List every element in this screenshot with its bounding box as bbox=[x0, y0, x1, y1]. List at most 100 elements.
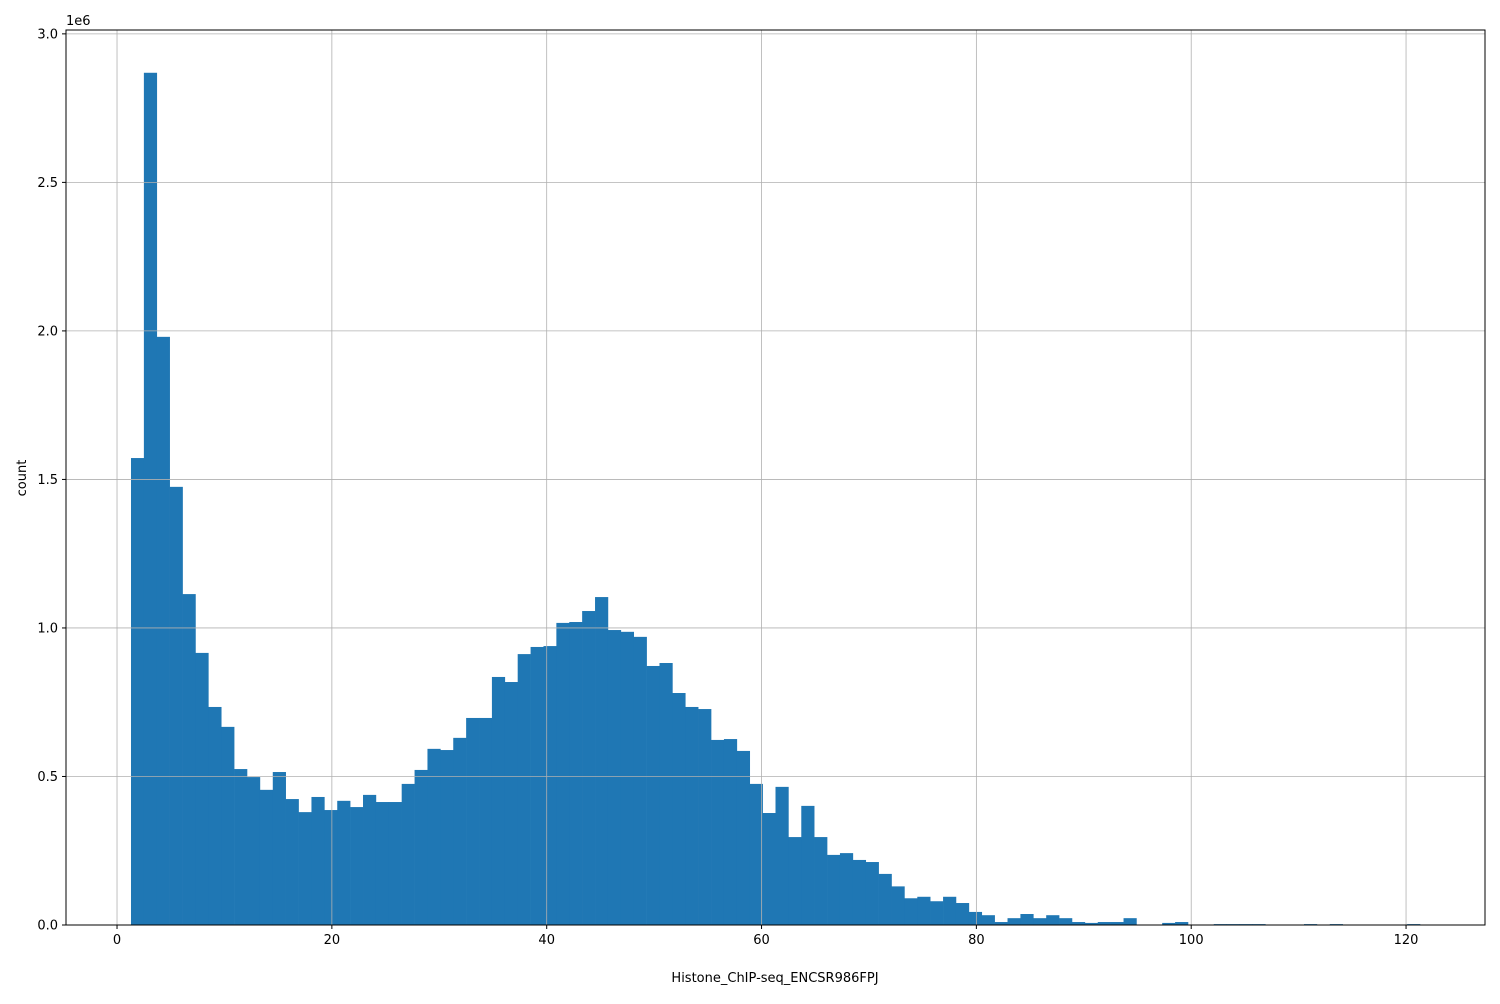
histogram-bar bbox=[672, 693, 686, 925]
histogram-bar bbox=[298, 812, 312, 925]
histogram-bar bbox=[788, 837, 802, 925]
histogram-bar bbox=[453, 737, 467, 925]
histogram-bar bbox=[337, 800, 351, 925]
histogram-bar bbox=[1162, 922, 1176, 925]
histogram-bar bbox=[479, 717, 493, 925]
histogram-bar bbox=[1059, 918, 1073, 925]
x-tick-label: 40 bbox=[538, 933, 555, 948]
histogram-bar bbox=[1046, 915, 1060, 925]
histogram-bar bbox=[1071, 922, 1086, 925]
histogram-bar bbox=[827, 854, 841, 925]
histogram-bar bbox=[917, 896, 931, 925]
histogram-bar bbox=[955, 903, 970, 925]
y-tick-label: 3.0 bbox=[37, 27, 58, 42]
histogram-bar bbox=[169, 486, 183, 925]
histogram-bar bbox=[595, 597, 609, 925]
y-tick-label: 1.5 bbox=[37, 473, 58, 488]
histogram-bar bbox=[350, 807, 364, 925]
histogram-bar bbox=[195, 652, 209, 925]
histogram-bar bbox=[388, 802, 402, 925]
histogram-bar bbox=[775, 786, 789, 925]
histogram-bar bbox=[865, 862, 879, 925]
histogram-bar bbox=[1007, 918, 1021, 925]
histogram-bar bbox=[1175, 922, 1189, 925]
y-offset-label: 1e6 bbox=[66, 14, 91, 29]
x-tick-label: 100 bbox=[1179, 933, 1204, 948]
y-axis-label: count bbox=[15, 460, 30, 497]
histogram-bar bbox=[440, 750, 454, 925]
histogram-bar bbox=[891, 886, 905, 925]
histogram-bar bbox=[1020, 914, 1034, 925]
histogram-bar bbox=[723, 739, 738, 925]
histogram-bar bbox=[814, 837, 828, 925]
histogram-bar bbox=[801, 805, 815, 925]
histogram-bar bbox=[968, 911, 983, 925]
histogram-bar bbox=[1033, 918, 1047, 925]
x-axis-label: Histone_ChIP-seq_ENCSR986FPJ bbox=[671, 971, 878, 986]
histogram-bar bbox=[466, 717, 480, 925]
histogram-bar bbox=[221, 726, 235, 925]
x-tick-label: 60 bbox=[753, 933, 770, 948]
histogram-bar bbox=[1123, 918, 1137, 925]
histogram-bar bbox=[1084, 922, 1099, 925]
histogram-bar bbox=[659, 663, 673, 925]
y-tick-label: 2.5 bbox=[37, 176, 58, 191]
histogram-bar bbox=[401, 783, 415, 925]
histogram-bar bbox=[363, 794, 377, 925]
histogram-bar bbox=[981, 915, 995, 925]
histogram-bar bbox=[182, 594, 196, 925]
histogram-bar bbox=[272, 772, 286, 925]
histogram-bar bbox=[375, 802, 390, 925]
x-tick-label: 120 bbox=[1394, 933, 1419, 948]
histogram-bar bbox=[878, 873, 892, 925]
histogram-bar bbox=[582, 611, 596, 925]
histogram-bar bbox=[646, 665, 660, 925]
histogram-bar bbox=[620, 631, 635, 925]
histogram-bar bbox=[569, 622, 583, 925]
x-axis-ticks: 0 20 40 60 80 100 120 bbox=[113, 925, 1419, 948]
histogram-bar bbox=[285, 799, 299, 925]
histogram-bar bbox=[749, 783, 763, 925]
y-axis-ticks: 0.0 0.5 1.0 1.5 2.0 2.5 3.0 bbox=[37, 27, 66, 934]
x-tick-label: 0 bbox=[113, 933, 121, 948]
x-tick-label: 20 bbox=[324, 933, 341, 948]
histogram-bar bbox=[762, 813, 776, 925]
histogram-bar bbox=[234, 769, 248, 925]
histogram-bar bbox=[208, 706, 222, 925]
histogram-bar bbox=[517, 654, 531, 925]
histogram-bar bbox=[143, 72, 158, 925]
histogram-bar bbox=[994, 922, 1008, 925]
histogram-bar bbox=[685, 706, 699, 925]
histogram-bar bbox=[633, 636, 647, 925]
histogram-bar bbox=[530, 646, 544, 925]
histogram-bar bbox=[698, 709, 712, 925]
histogram-bar bbox=[904, 898, 918, 925]
histogram-bar bbox=[930, 901, 944, 925]
axes-frame bbox=[65, 29, 1486, 926]
histogram-bar bbox=[247, 777, 261, 925]
histogram-bar bbox=[504, 682, 518, 925]
histogram-bar bbox=[156, 336, 170, 926]
x-tick-label: 80 bbox=[968, 933, 985, 948]
histogram-bar bbox=[543, 646, 557, 925]
histogram-bar bbox=[259, 789, 274, 925]
histogram-bar bbox=[839, 853, 854, 925]
histogram-bar bbox=[1097, 922, 1111, 925]
histogram-bar bbox=[943, 896, 957, 925]
histogram-bar bbox=[414, 769, 428, 925]
y-tick-label: 0.0 bbox=[37, 919, 58, 934]
histogram-bar bbox=[130, 458, 145, 925]
histogram-bar bbox=[324, 810, 338, 925]
y-tick-label: 2.0 bbox=[37, 324, 58, 339]
histogram-bar bbox=[311, 796, 325, 925]
histogram-bar bbox=[736, 750, 751, 925]
histogram-bar bbox=[607, 630, 622, 925]
histogram-bar bbox=[491, 676, 506, 925]
histogram-bars bbox=[130, 72, 1421, 926]
histogram-bar bbox=[1110, 922, 1124, 925]
histogram-bar bbox=[427, 748, 441, 925]
histogram-bar bbox=[852, 859, 867, 925]
histogram-bar bbox=[556, 622, 570, 925]
y-tick-label: 0.5 bbox=[37, 770, 58, 785]
